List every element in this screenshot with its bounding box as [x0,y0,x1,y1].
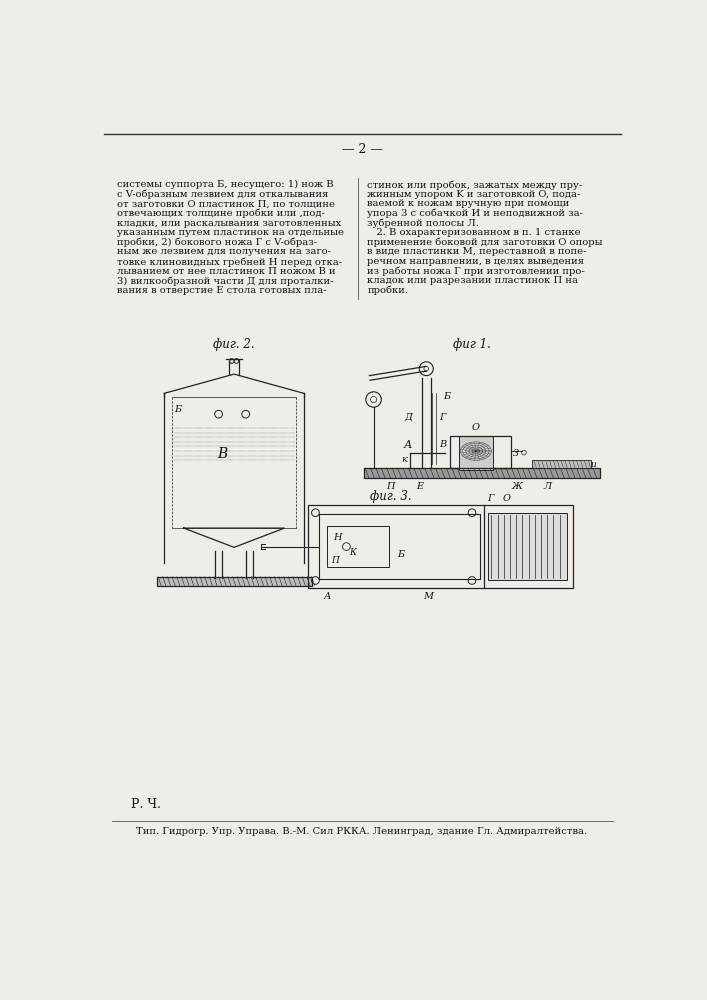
Text: Б: Б [397,550,404,559]
Bar [363,468,600,478]
Bar [327,526,389,567]
Text: к: к [402,455,408,464]
Text: вания в отверстие E стола готовых пла-: вания в отверстие E стола готовых пла- [117,286,327,295]
Text: фиг. 3.: фиг. 3. [370,490,411,503]
Text: применение боковой для заготовки O опоры: применение боковой для заготовки O опоры [368,238,603,247]
Text: кладок или разрезании пластинок П на: кладок или разрезании пластинок П на [368,276,578,285]
Text: жинным упором K и заготовкой O, пода-: жинным упором K и заготовкой O, пода- [368,190,580,199]
Text: 2. В охарактеризованном в п. 1 станке: 2. В охарактеризованном в п. 1 станке [368,228,581,237]
Text: указанным путем пластинок на отдельные: указанным путем пластинок на отдельные [117,228,344,237]
Text: М: М [423,592,433,601]
Text: А: А [323,592,331,601]
Text: с V-образным лезвием для откалывания: с V-образным лезвием для откалывания [117,190,329,199]
Bar [450,436,510,468]
Text: Тип. Гидрогр. Упр. Управа. В.-М. Сил РККА. Ленинград, здание Гл. Адмиралтейства.: Тип. Гидрогр. Упр. Управа. В.-М. Сил РКК… [136,827,588,836]
Text: 3) вилкообразной части Д для проталки-: 3) вилкообразной части Д для проталки- [117,276,334,286]
Text: фиг 1.: фиг 1. [453,338,491,351]
Text: ным же лезвием для получения на заго-: ным же лезвием для получения на заго- [117,247,331,256]
Bar [459,436,493,470]
Text: В: В [217,447,228,461]
Text: пробки.: пробки. [368,286,409,295]
Bar [320,514,480,579]
Text: 3: 3 [513,449,520,458]
Text: П: П [386,482,395,491]
Text: кладки, или раскалывания заготовленных: кладки, или раскалывания заготовленных [117,219,341,228]
Text: О: О [472,423,480,432]
Text: в виде пластинки M, переставной в попе-: в виде пластинки M, переставной в попе- [368,247,587,256]
Text: О: О [503,494,511,503]
Text: Б: Б [175,405,182,414]
Text: А: А [404,440,412,450]
Text: Д: Д [404,413,412,422]
Text: Л: Л [544,482,552,491]
Text: отвечающих толщине пробки или ,под-: отвечающих толщине пробки или ,под- [117,209,325,218]
Bar [156,577,312,586]
Text: Н: Н [333,533,341,542]
Text: Г: Г [488,494,494,503]
Text: Ж: Ж [511,482,522,491]
Text: из работы ножа Г при изготовлении про-: из работы ножа Г при изготовлении про- [368,267,585,276]
Text: упора 3 с собачкой И и неподвижной за-: упора 3 с собачкой И и неподвижной за- [368,209,583,218]
Text: П: П [331,556,339,565]
Text: В: В [438,440,446,449]
Text: ваемой к ножам вручную при помощи: ваемой к ножам вручную при помощи [368,199,570,208]
Text: от заготовки O пластинок П, по толщине: от заготовки O пластинок П, по толщине [117,199,335,208]
Text: К: К [349,548,356,557]
Text: товке клиновидных гребней H перед отка-: товке клиновидных гребней H перед отка- [117,257,342,267]
Bar [532,460,590,468]
Text: и: и [590,460,596,469]
Text: фиг. 2.: фиг. 2. [214,338,255,351]
Text: Б: Б [443,392,450,401]
Text: — 2 —: — 2 — [341,143,382,156]
Text: лыванием от нее пластинок П ножом В и: лыванием от нее пластинок П ножом В и [117,267,336,276]
Text: зубренной полосы Л.: зубренной полосы Л. [368,219,479,228]
Text: речном направлении, в целях выведения: речном направлении, в целях выведения [368,257,585,266]
Bar [308,505,573,588]
Text: Е: Е [416,482,423,491]
Text: стинок или пробок, зажатых между пру-: стинок или пробок, зажатых между пру- [368,180,583,190]
Text: Г: Г [438,413,445,422]
Text: системы суппорта Б, несущего: 1) нож В: системы суппорта Б, несущего: 1) нож В [117,180,334,189]
Bar [488,513,566,580]
Text: пробки, 2) бокового ножа Г с V-образ-: пробки, 2) бокового ножа Г с V-образ- [117,238,317,247]
Text: Р. Ч.: Р. Ч. [131,798,161,811]
